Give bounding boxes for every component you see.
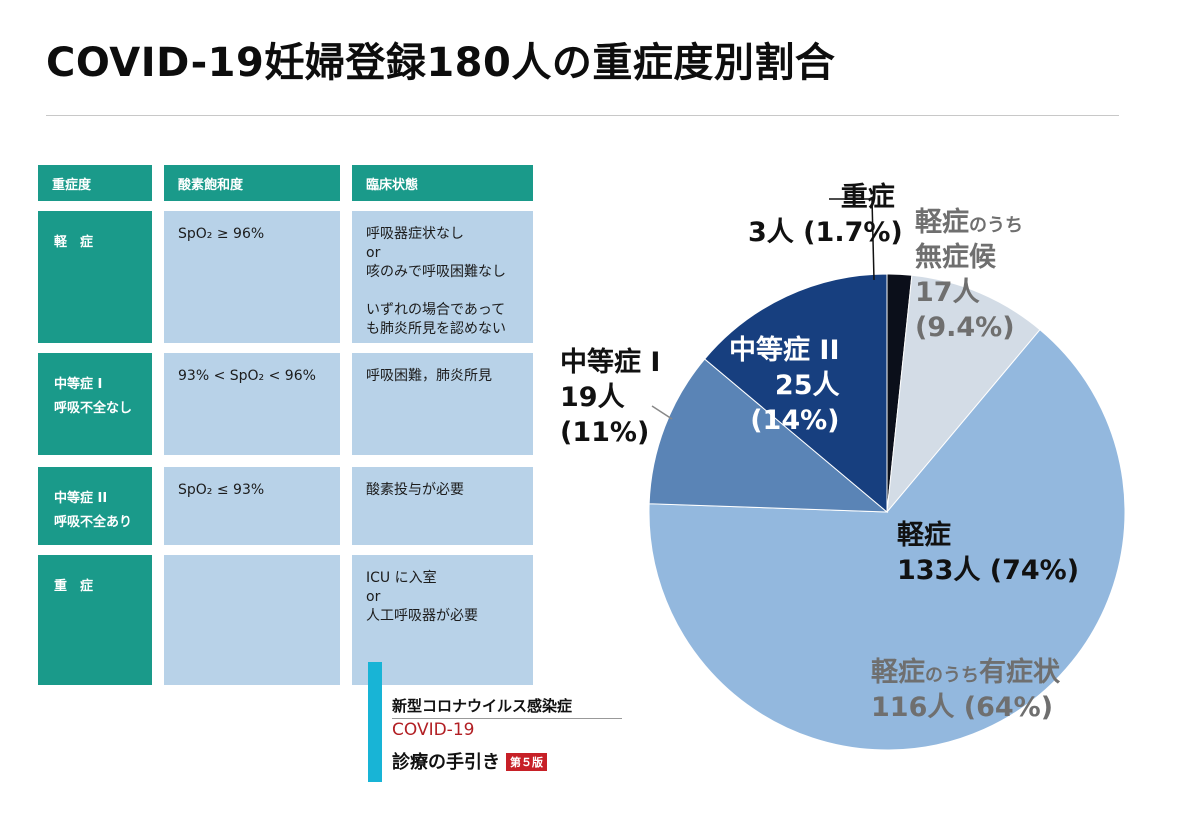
label-moderate-1: 中等症 I 19人 (11%) — [560, 345, 660, 450]
clinical-severe: ICU に入室 or 人工呼吸器が必要 — [352, 555, 533, 685]
severity-mild: 軽 症 — [38, 211, 152, 343]
clinical-moderate-1: 呼吸困難，肺炎所見 — [352, 353, 533, 455]
spo2-moderate-2: SpO₂ ≤ 93% — [164, 467, 340, 545]
label-asymptomatic: 軽症のうち 無症候 17人 (9.4%) — [915, 205, 1023, 345]
spo2-severe — [164, 555, 340, 685]
label-mod1-name: 中等症 I — [560, 347, 661, 378]
clinical-mild: 呼吸器症状なし or 咳のみで呼吸困難なし いずれの場合であって も肺炎所見を認… — [352, 211, 533, 343]
pie-slice-3 — [648, 358, 889, 513]
booklet-accent-bar — [368, 662, 382, 782]
label-mild-name: 軽症 — [897, 520, 951, 551]
label-mild: 軽症 133人 (74%) — [897, 518, 1079, 588]
severity-moderate-1: 中等症 I 呼吸不全なし — [38, 353, 152, 455]
pie-slice-1 — [886, 274, 1041, 514]
label-asym-name: 無症候 — [915, 242, 996, 274]
label-sym-head-small: のうち — [925, 665, 979, 686]
guideline-booklet: 新型コロナウイルス感染症 COVID-19 診療の手引き 第５版 — [392, 695, 622, 774]
header-clinical: 臨床状態 — [352, 165, 533, 201]
label-sym-value: 116人 (64%) — [871, 692, 1054, 724]
clinical-moderate-2: 酸素投与が必要 — [352, 467, 533, 545]
label-sym-head: 軽症 — [871, 657, 925, 688]
severity-severe: 重 症 — [38, 555, 152, 685]
pie-slice-2 — [648, 328, 1126, 751]
label-severe-name: 重症 — [840, 182, 895, 213]
header-severity: 重症度 — [38, 165, 152, 201]
leader-line-severe-v — [871, 198, 875, 281]
spo2-mild: SpO₂ ≥ 96% — [164, 211, 340, 343]
label-asym-head-small: のうち — [969, 215, 1023, 236]
severity-moderate-2: 中等症 II 呼吸不全あり — [38, 467, 152, 545]
label-mod1-percent: (11%) — [560, 417, 650, 449]
booklet-line2: COVID-19 — [392, 720, 475, 740]
label-severe-value: 3人 (1.7%) — [748, 217, 903, 249]
page-title: COVID-19妊婦登録180人の重症度別割合 — [46, 40, 836, 86]
label-mod1-count: 19人 — [560, 382, 625, 414]
label-symptomatic: 軽症のうち有症状 116人 (64%) — [871, 655, 1060, 725]
pie-slice-4 — [703, 273, 888, 514]
label-asym-count: 17人 — [915, 277, 980, 309]
label-asym-percent: (9.4%) — [915, 312, 1015, 344]
label-moderate-2: 中等症 II 25人 (14%) — [729, 333, 840, 438]
spo2-moderate-1: 93% < SpO₂ < 96% — [164, 353, 340, 455]
booklet-line1: 新型コロナウイルス感染症 — [392, 695, 622, 719]
label-asym-head: 軽症 — [915, 207, 969, 238]
booklet-line3: 診療の手引き 第５版 — [392, 748, 622, 774]
leader-line-moderate-1 — [651, 405, 673, 420]
booklet-title: 診療の手引き — [392, 752, 500, 773]
severity-table: 重症度 酸素飽和度 臨床状態 軽 症 SpO₂ ≥ 96% 呼吸器症状なし or… — [38, 165, 533, 690]
header-spo2: 酸素飽和度 — [164, 165, 340, 201]
title-divider — [46, 115, 1119, 116]
label-mod2-name: 中等症 II — [729, 335, 840, 366]
label-mod2-count: 25人 — [774, 370, 840, 402]
label-mild-value: 133人 (74%) — [897, 555, 1080, 587]
label-sym-head2: 有症状 — [979, 657, 1060, 688]
label-mod2-percent: (14%) — [750, 405, 840, 437]
label-severe: 重症 3人 (1.7%) — [748, 180, 903, 250]
edition-badge: 第５版 — [506, 753, 547, 771]
